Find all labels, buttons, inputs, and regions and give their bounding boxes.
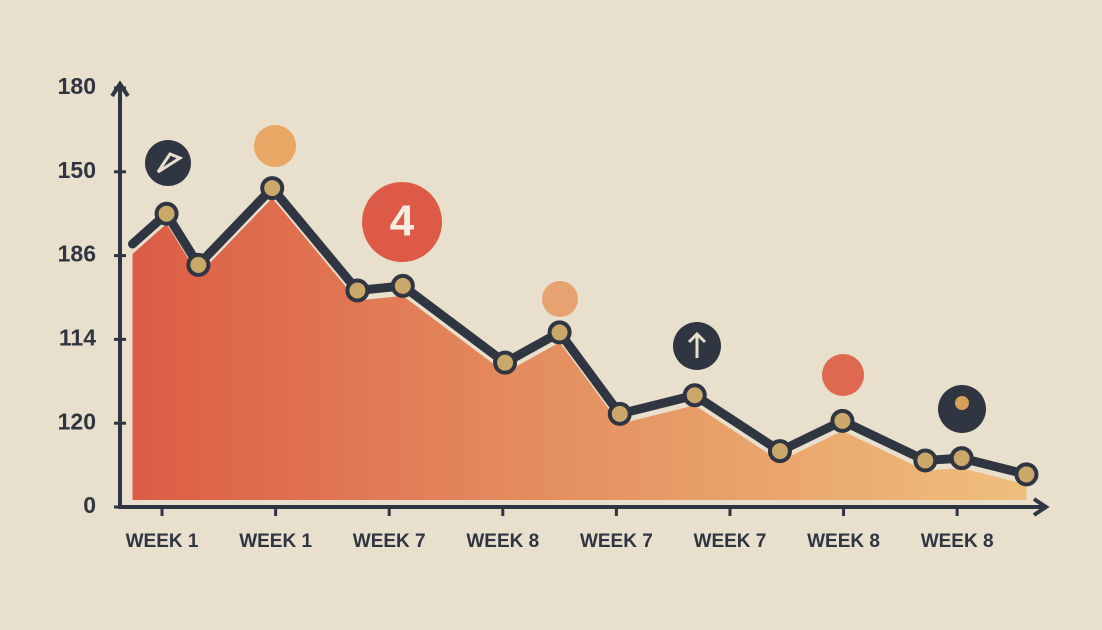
x-tick-label: WEEK 1 [239, 531, 312, 552]
x-tick-label: WEEK 8 [466, 531, 539, 552]
line-layer [128, 176, 1039, 487]
point-marker [345, 278, 370, 303]
point-marker [186, 252, 211, 277]
y-tick-label: 150 [58, 157, 96, 183]
x-tick-label: WEEK 8 [921, 531, 994, 552]
area-fill [132, 198, 1027, 500]
y-tick-label: 0 [83, 492, 96, 518]
icon-glyph [955, 396, 969, 410]
point-marker [154, 201, 179, 226]
y-tick-label: 180 [58, 73, 96, 99]
decor-dot [542, 281, 578, 317]
icon-glyph [156, 152, 184, 174]
decor-dot [254, 125, 296, 167]
point-marker [913, 448, 938, 473]
point-marker [1014, 462, 1039, 487]
badge-label: 4 [390, 197, 415, 246]
x-tick-label: WEEK 7 [353, 531, 426, 552]
y-tick-label: 114 [59, 324, 96, 350]
x-tick-label: WEEK 8 [807, 531, 880, 552]
badge [362, 182, 442, 262]
point-marker [260, 176, 285, 201]
decor-dot [822, 354, 864, 396]
point-marker [949, 446, 974, 471]
x-tick-label: WEEK 7 [580, 531, 653, 552]
point-marker [493, 350, 518, 375]
point-marker [767, 439, 792, 464]
point-marker [390, 273, 415, 298]
icon-glyph [687, 331, 707, 358]
point-marker [607, 401, 632, 426]
area-layer [132, 198, 1027, 500]
point-marker [682, 383, 707, 408]
y-tick-label: 120 [58, 408, 96, 434]
point-marker [547, 320, 572, 345]
icon [145, 140, 191, 186]
y-tick-label: 186 [58, 241, 96, 267]
point-marker [830, 408, 855, 433]
x-tick-label: WEEK 1 [126, 531, 199, 552]
y-axis-arrow [110, 80, 130, 98]
x-tick-label: WEEK 7 [694, 531, 767, 552]
x-axis-arrow [1032, 497, 1050, 517]
